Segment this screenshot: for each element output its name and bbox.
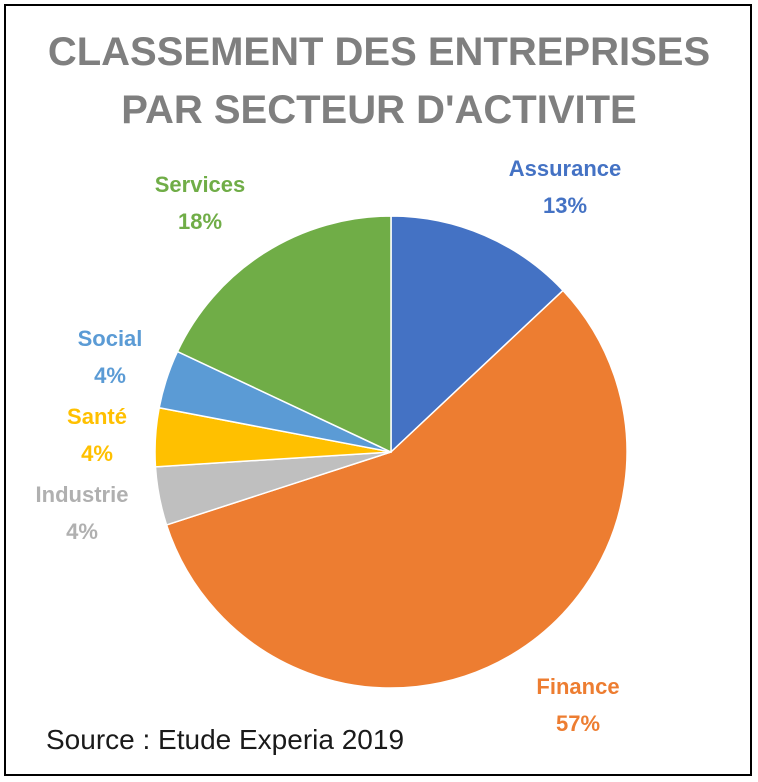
chart-title-line-2: PAR SECTEUR D'ACTIVITE [121,88,637,132]
chart-title-line-1: CLASSEMENT DES ENTREPRISES [47,30,711,74]
slice-label-industrie: Industrie [36,482,129,507]
pie-slice-services [176,215,392,454]
source-note: Source : Etude Experia 2019 [46,724,405,755]
slice-value-industrie: 4% [66,519,98,544]
slice-value-assurance: 13% [543,193,587,218]
slice-value-finance: 57% [556,711,600,736]
slice-value-social: 4% [94,363,126,388]
slice-label-sante: Santé [67,404,127,429]
pie-slice-assurance [390,215,565,454]
slice-label-services: Services [155,172,246,197]
slice-label-assurance: Assurance [509,156,622,181]
pie-slice-finance [165,289,628,689]
slice-value-sante: 4% [81,441,113,466]
slice-label-social: Social [78,326,143,351]
slice-value-services: 18% [178,209,222,234]
slice-label-finance: Finance [536,674,619,699]
